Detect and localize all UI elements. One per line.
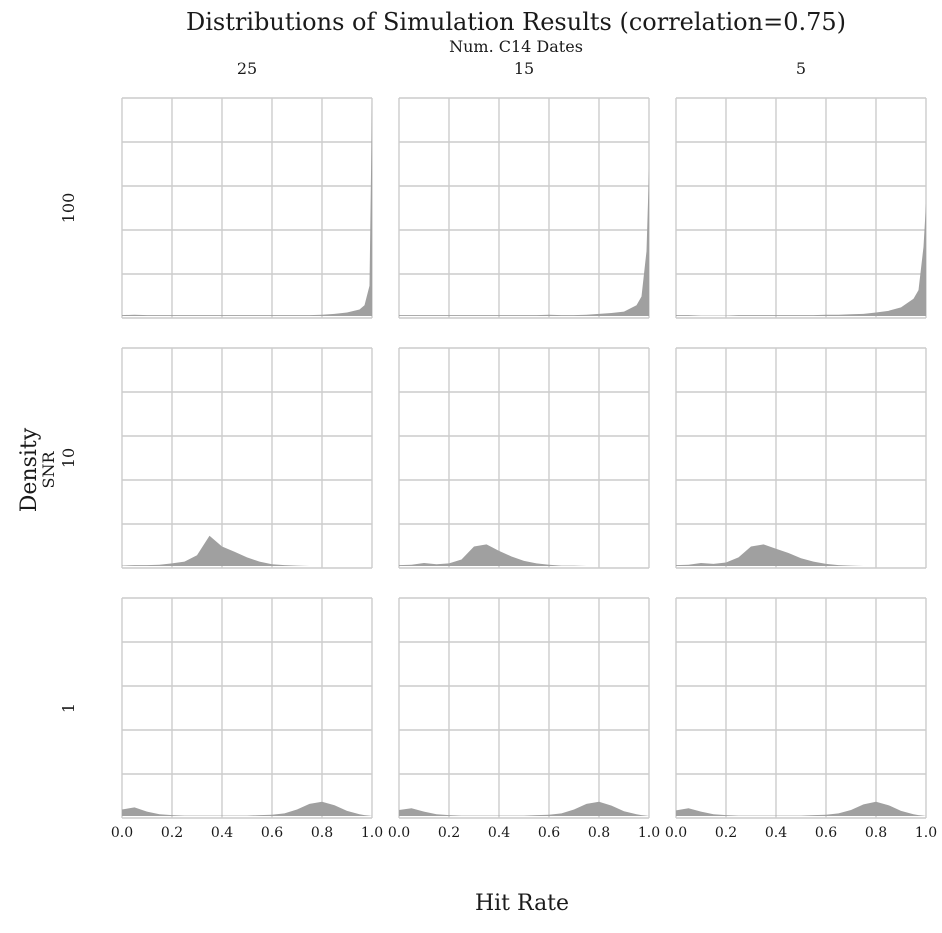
facet-column-label: 15 — [514, 59, 534, 78]
facet-row-label: 10 — [59, 448, 78, 468]
density-area — [676, 544, 926, 566]
x-axis-label: Hit Rate — [475, 891, 569, 916]
x-tick-label: 1.0 — [638, 825, 660, 841]
facet-panel — [398, 347, 650, 569]
x-tick-label: 0.0 — [665, 825, 687, 841]
facet-panel — [121, 597, 373, 819]
x-tick-label: 0.2 — [438, 825, 460, 841]
x-tick-label: 0.4 — [488, 825, 510, 841]
density-area — [122, 801, 372, 816]
x-tick-label: 0.6 — [261, 825, 283, 841]
facet-column-label: 5 — [796, 59, 806, 78]
x-tick-label: 0.4 — [211, 825, 233, 841]
facet-column-label: 25 — [237, 59, 257, 78]
facet-panels: 25 15 5 100 10 1 0.0 0.2 0.4 0.6 0.8 1.0 0.0 0.2 0.4 0.… — [59, 59, 937, 841]
density-area — [676, 203, 926, 316]
x-tick-label: 0.8 — [865, 825, 887, 841]
x-tick-label: 0.8 — [311, 825, 333, 841]
facet-panel — [121, 347, 373, 569]
facet-panel — [675, 97, 927, 319]
x-tick-label: 0.2 — [161, 825, 183, 841]
facet-panel — [675, 347, 927, 569]
x-tick-label: 0.2 — [715, 825, 737, 841]
facet-panel — [398, 597, 650, 819]
density-area — [399, 801, 649, 816]
x-tick-label: 1.0 — [361, 825, 383, 841]
facet-column-title: Num. C14 Dates — [449, 37, 583, 56]
density-area — [399, 169, 649, 316]
facet-panel — [398, 97, 650, 319]
x-tick-label: 1.0 — [915, 825, 937, 841]
x-tick-label: 0.6 — [815, 825, 837, 841]
x-tick-label: 0.0 — [388, 825, 410, 841]
chart-title: Distributions of Simulation Results (cor… — [186, 8, 846, 36]
x-tick-label: 0.8 — [588, 825, 610, 841]
facet-panel — [121, 97, 373, 319]
facet-row-label: 1 — [59, 703, 78, 713]
density-area — [676, 801, 926, 816]
x-tick-label: 0.6 — [538, 825, 560, 841]
facet-row-label: 100 — [59, 193, 78, 224]
facet-row-title: SNR — [39, 451, 58, 489]
density-area — [399, 544, 649, 566]
density-area — [122, 535, 372, 566]
x-tick-label: 0.4 — [765, 825, 787, 841]
x-tick-label: 0.0 — [111, 825, 133, 841]
density-area — [122, 100, 372, 316]
facet-panel — [675, 597, 927, 819]
y-axis-label: Density — [17, 427, 42, 512]
